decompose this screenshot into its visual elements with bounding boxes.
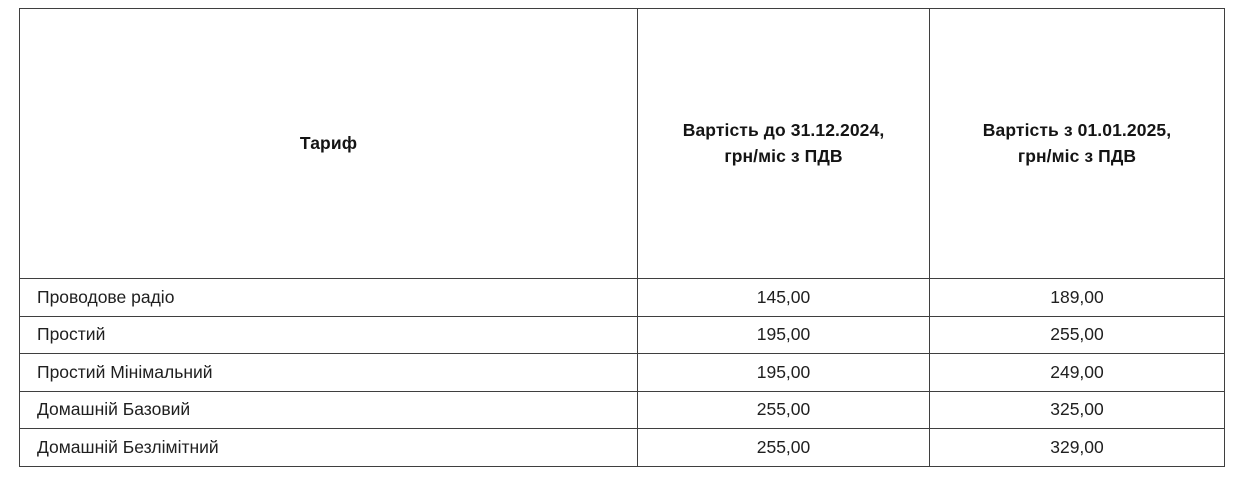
table-body: Проводове радіо 145,00 189,00 Простий 195,00… xyxy=(19,278,1225,467)
cell-price-old: 195,00 xyxy=(637,315,930,354)
cell-price-old: 195,00 xyxy=(637,353,930,392)
cell-tariff-name: Проводове радіо xyxy=(19,278,638,317)
column-header-price-old-line1: Вартість до 31.12.2024, xyxy=(682,120,885,141)
cell-price-old: 255,00 xyxy=(637,428,930,467)
cell-tariff-name: Простий xyxy=(19,315,638,354)
cell-price-old: 145,00 xyxy=(637,278,930,317)
table-header-row: Тариф Вартість до 31.12.2024, грн/міс з … xyxy=(19,8,1225,279)
column-header-tariff: Тариф xyxy=(19,8,638,279)
cell-price-new: 255,00 xyxy=(929,315,1225,354)
cell-price-new: 249,00 xyxy=(929,353,1225,392)
table-row: Простий 195,00 255,00 xyxy=(19,315,1225,354)
column-header-price-new-line2: грн/міс з ПДВ xyxy=(1017,145,1137,166)
cell-tariff-name: Домашній Базовий xyxy=(19,390,638,429)
tariff-price-table: Тариф Вартість до 31.12.2024, грн/міс з … xyxy=(19,8,1225,467)
table-row: Простий Мінімальний 195,00 249,00 xyxy=(19,353,1225,392)
cell-tariff-name: Простий Мінімальний xyxy=(19,353,638,392)
table-row: Проводове радіо 145,00 189,00 xyxy=(19,278,1225,317)
cell-price-new: 325,00 xyxy=(929,390,1225,429)
cell-price-old: 255,00 xyxy=(637,390,930,429)
column-header-price-new-line1: Вартість з 01.01.2025, xyxy=(982,120,1172,141)
table-header: Тариф Вартість до 31.12.2024, грн/міс з … xyxy=(19,8,1225,279)
column-header-price-new: Вартість з 01.01.2025, грн/міс з ПДВ xyxy=(929,8,1225,279)
column-header-price-old: Вартість до 31.12.2024, грн/міс з ПДВ xyxy=(637,8,930,279)
table-row: Домашній Базовий 255,00 325,00 xyxy=(19,390,1225,429)
cell-price-new: 329,00 xyxy=(929,428,1225,467)
cell-tariff-name: Домашній Безлімітний xyxy=(19,428,638,467)
table-row: Домашній Безлімітний 255,00 329,00 xyxy=(19,428,1225,467)
column-header-price-old-line2: грн/міс з ПДВ xyxy=(724,145,843,166)
cell-price-new: 189,00 xyxy=(929,278,1225,317)
